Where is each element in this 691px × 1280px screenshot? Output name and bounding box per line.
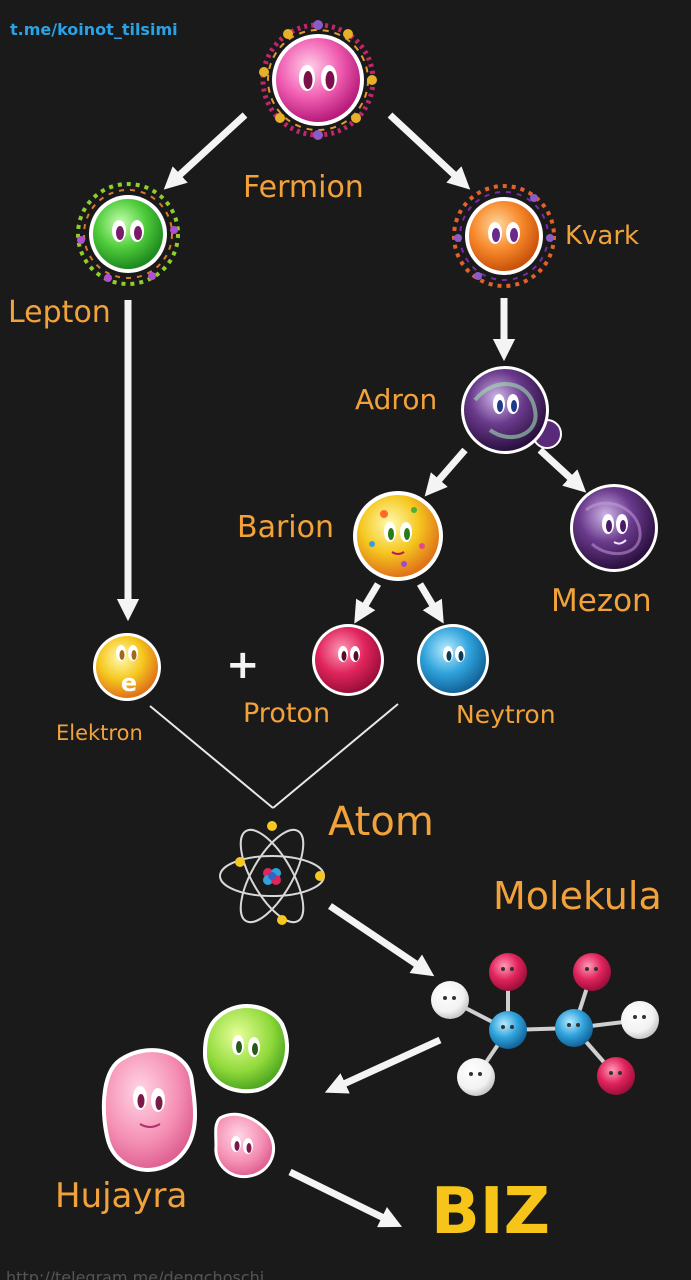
barion-particle: [353, 491, 443, 581]
arrow-atom-molekula: [328, 903, 435, 977]
fermion-particle: [259, 20, 377, 140]
label-biz: BIZ: [431, 1175, 550, 1249]
label-mezon: Mezon: [551, 583, 652, 619]
kvark-particle: [452, 184, 556, 288]
molecule-atom-white: [621, 1001, 659, 1039]
neytron-particle: [417, 624, 489, 696]
adron-particle: [461, 366, 562, 454]
arrow-molekula-hujayra: [324, 1036, 442, 1094]
molecule-atom-blue: [489, 1011, 527, 1049]
arrow-barion-neytron: [416, 582, 444, 624]
arrow-barion-proton: [354, 582, 382, 624]
mezon-particle: [570, 484, 658, 572]
proton-particle: [312, 624, 384, 696]
molecule-atom-red: [489, 953, 527, 991]
cell-pink-small: [214, 1112, 276, 1179]
label-adron: Adron: [355, 383, 438, 416]
atom-converge-lines: [149, 703, 399, 809]
arrow-hujayra-biz: [288, 1168, 403, 1228]
footer-url[interactable]: http://telegram.me/dengchoschi: [6, 1268, 265, 1280]
watermark-link[interactable]: t.me/koinot_tilsimi: [10, 20, 178, 39]
molecule-atom-white: [457, 1058, 495, 1096]
label-barion: Barion: [237, 510, 335, 545]
molecule-atom-blue: [555, 1009, 593, 1047]
label-lepton: Lepton: [8, 295, 111, 330]
lepton-particle: [76, 182, 180, 286]
molecule-atom-white: [431, 981, 469, 1019]
cells-icon: [101, 1004, 290, 1179]
elektron-symbol: e: [121, 669, 137, 697]
elektron-particle: e: [93, 633, 161, 701]
molecule-icon: [431, 953, 659, 1096]
molecule-atom-red: [597, 1057, 635, 1095]
arrow-adron-mezon: [537, 447, 587, 493]
label-atom: Atom: [328, 799, 434, 845]
molecule-atom-red: [573, 953, 611, 991]
arrow-adron-barion: [424, 447, 468, 497]
cell-green: [202, 1004, 290, 1094]
label-kvark: Kvark: [565, 221, 640, 251]
label-elektron: Elektron: [56, 721, 143, 745]
label-molekula: Molekula: [493, 874, 662, 918]
arrow-fermion-kvark: [387, 112, 471, 190]
label-neytron: Neytron: [456, 700, 556, 729]
label-proton: Proton: [243, 698, 331, 729]
arrow-fermion-lepton: [163, 112, 248, 190]
arrows: [116, 112, 587, 1228]
atom-icon: [219, 821, 325, 925]
cell-pink-large: [101, 1048, 198, 1172]
plus-sign: +: [226, 642, 260, 688]
label-hujayra: Hujayra: [55, 1176, 188, 1216]
label-fermion: Fermion: [243, 170, 364, 205]
